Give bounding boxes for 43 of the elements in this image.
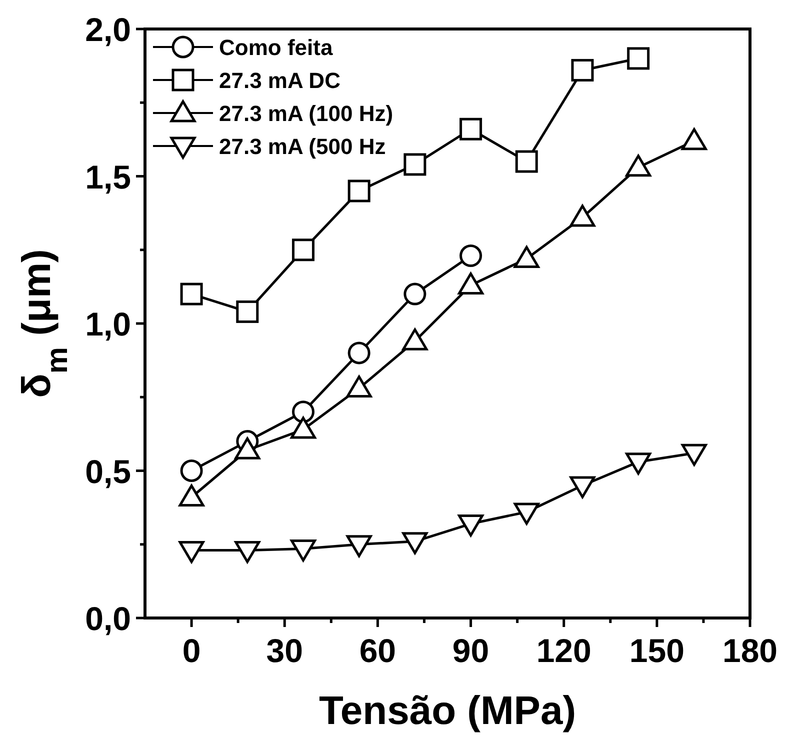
point: [627, 47, 650, 70]
point: [514, 502, 540, 525]
point: [681, 128, 707, 150]
x-tick-label: 0: [182, 632, 201, 669]
x-tick-label: 90: [452, 632, 490, 669]
point: [515, 150, 538, 173]
point: [402, 532, 428, 554]
point: [236, 300, 259, 323]
point: [570, 476, 596, 498]
legend-label: 27.3 mA (100 Hz): [219, 101, 394, 126]
point: [681, 444, 707, 466]
point: [404, 282, 426, 306]
point: [571, 58, 594, 82]
point: [178, 541, 204, 564]
x-tick-label: 150: [629, 632, 684, 669]
point: [404, 153, 426, 176]
y-tick-label: 2,0: [85, 11, 131, 48]
y-tick-label: 1,5: [85, 158, 131, 196]
x-axis-title: Tensão (MPa): [318, 689, 576, 733]
point: [348, 342, 370, 364]
legend-label: 27.3 mA DC: [219, 68, 341, 93]
point: [626, 154, 652, 177]
point: [290, 540, 316, 562]
point: [346, 535, 372, 558]
legend-label: Como feita: [219, 35, 334, 60]
point: [348, 180, 370, 202]
x-tick-label: 180: [722, 632, 778, 669]
point: [626, 452, 652, 475]
point: [180, 282, 203, 306]
point: [234, 541, 260, 564]
y-tick-label: 1,0: [85, 306, 131, 342]
legend-label: 27.3 mA (500 Hz: [219, 134, 386, 159]
x-tick-label: 120: [536, 632, 592, 669]
point: [180, 460, 203, 482]
x-tick-label: 60: [359, 632, 396, 669]
y-tick-label: 0,5: [85, 452, 131, 490]
point: [460, 118, 482, 140]
point: [458, 514, 484, 537]
y-tick-label: 0,0: [85, 600, 131, 637]
point: [460, 244, 482, 268]
point: [292, 238, 314, 262]
x-tick-label: 30: [266, 632, 303, 669]
point: [292, 400, 314, 424]
